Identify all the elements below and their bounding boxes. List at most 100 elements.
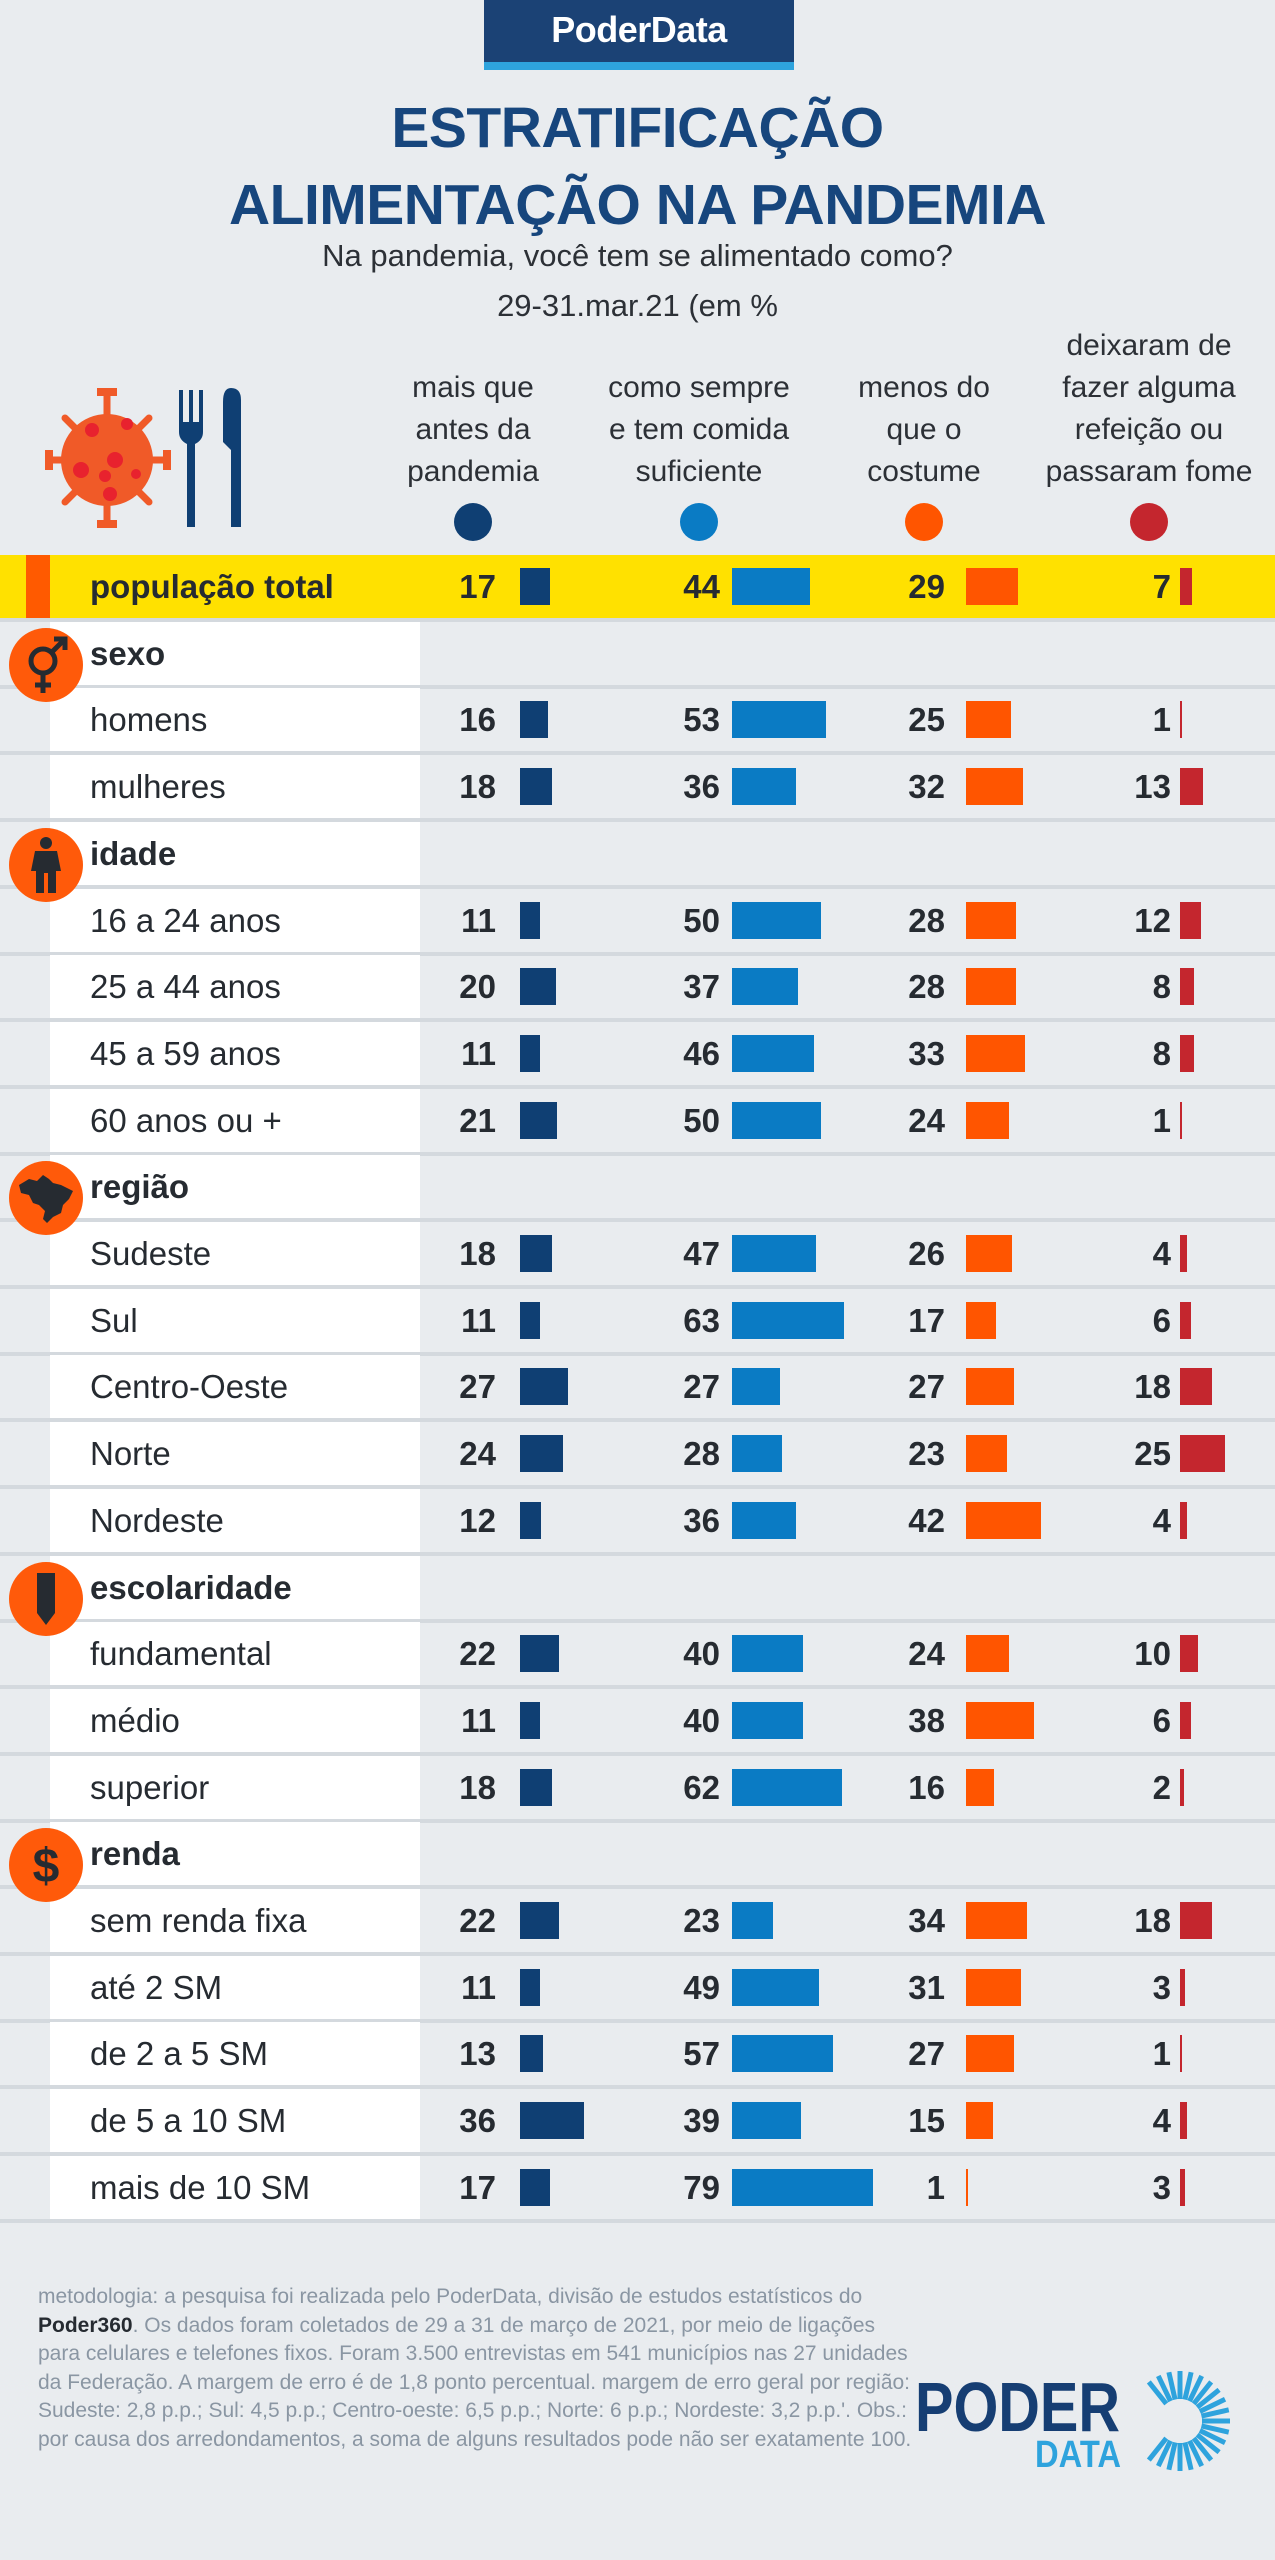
logo-ray [1191, 2436, 1214, 2462]
value-fome: 4 [1152, 1235, 1171, 1272]
bar-menos [966, 2168, 968, 2206]
value-fome: 1 [1152, 1101, 1171, 1139]
value-fome: 10 [1134, 1635, 1171, 1673]
bar-fome [1180, 901, 1202, 939]
value-mais: 17 [459, 2168, 496, 2206]
value-fome: 3 [1152, 2168, 1171, 2206]
virus-fork-knife-icon [45, 388, 241, 528]
section-row: região [0, 1155, 1275, 1236]
label-cell [50, 1088, 420, 1152]
date: 29-31.mar.21 (em % [497, 288, 778, 323]
bar-mais [520, 2035, 544, 2073]
table-row: mais de 10 SM 17 79 1 3 [0, 2155, 1275, 2223]
column-header-sempre: como sempre e tem comida suficiente [584, 367, 814, 493]
bar-sempre [732, 701, 827, 739]
value-mais: 36 [459, 2102, 496, 2140]
logo-ray [1195, 2432, 1221, 2455]
subtitle: Na pandemia, você tem se alimentado como… [322, 238, 953, 273]
label-cell [50, 1488, 420, 1552]
row-label: renda [90, 1835, 180, 1873]
bar-sempre [732, 568, 811, 605]
value-mais: 17 [459, 568, 496, 605]
logo-ray [1166, 2371, 1178, 2401]
column-header-line: antes da [415, 413, 531, 446]
bar-sempre [732, 1435, 782, 1473]
bar-fome [1180, 1435, 1225, 1473]
legend-dot-mais [454, 503, 492, 541]
value-menos: 16 [908, 1768, 945, 1806]
value-menos: 33 [908, 1034, 945, 1072]
logo-ray [1146, 2436, 1169, 2462]
svg-text:DATA: DATA [1035, 2434, 1121, 2475]
bar-mais [520, 768, 553, 806]
value-sempre: 37 [683, 968, 720, 1006]
label-cell [50, 688, 420, 752]
value-sempre: 28 [683, 1435, 720, 1473]
bar-menos [966, 1034, 1025, 1072]
bar-sempre [732, 1101, 821, 1139]
row-label: superior [90, 1768, 210, 1806]
bar-sempre [732, 2102, 802, 2140]
label-cell [50, 1555, 420, 1619]
bar-fome [1180, 1301, 1191, 1339]
table-row: homens 16 53 25 1 [0, 688, 1275, 756]
value-menos: 28 [908, 968, 945, 1006]
label-cell [50, 1622, 420, 1686]
value-menos: 15 [908, 2102, 945, 2140]
title-line-2: ALIMENTAÇÃO NA PANDEMIA [228, 173, 1047, 237]
row-label: 45 a 59 anos [90, 1034, 281, 1072]
logo-ray [1198, 2397, 1227, 2414]
value-menos: 17 [908, 1301, 945, 1339]
value-menos: 24 [908, 1635, 945, 1673]
bar-fome [1180, 1902, 1213, 1939]
value-mais: 18 [459, 1768, 496, 1806]
label-cell [50, 1155, 420, 1219]
label-cell [50, 1822, 420, 1886]
bar-sempre [732, 1501, 797, 1539]
table-row: até 2 SM 11 49 31 3 [0, 1955, 1275, 2023]
logo-ray [1198, 2428, 1227, 2445]
table-row: fundamental 22 40 24 10 [0, 1622, 1275, 1690]
value-fome: 1 [1152, 2035, 1171, 2073]
value-fome: 8 [1152, 1034, 1171, 1072]
label-cell [50, 621, 420, 685]
value-menos: 32 [908, 768, 945, 806]
value-menos: 1 [926, 2168, 945, 2206]
bar-fome [1180, 1101, 1182, 1139]
svg-text:PODER: PODER [915, 2368, 1120, 2446]
logo-ray [1156, 2374, 1173, 2403]
value-sempre: 40 [683, 1635, 720, 1673]
table-row: Sul 11 63 17 6 [0, 1288, 1275, 1356]
row-label: Norte [90, 1435, 171, 1473]
row-label: sem renda fixa [90, 1902, 307, 1939]
table-row: de 5 a 10 SM 36 39 15 4 [0, 2089, 1275, 2157]
value-mais: 20 [459, 968, 496, 1006]
value-sempre: 39 [683, 2102, 720, 2140]
column-header-fome: deixaram de fazer alguma refeição ou passar… [1034, 325, 1264, 493]
logo-ray [1191, 2380, 1214, 2406]
row-label: homens [90, 701, 208, 739]
column-header-line: suficiente [635, 455, 763, 488]
column-header-line: pandemia [407, 455, 539, 488]
value-mais: 11 [461, 1968, 496, 2006]
bar-fome [1180, 1501, 1188, 1539]
bar-menos [966, 1235, 1013, 1272]
value-fome: 3 [1152, 1968, 1171, 2006]
row-label: Centro-Oeste [90, 1368, 289, 1406]
bar-fome [1180, 768, 1204, 806]
value-mais: 27 [459, 1368, 496, 1406]
bar-mais [520, 2102, 585, 2140]
label-cell [50, 1288, 420, 1352]
column-header-menos: menos do que o costume [809, 367, 1039, 493]
value-mais: 22 [459, 1635, 496, 1673]
label-cell [50, 1889, 420, 1952]
value-menos: 28 [908, 901, 945, 939]
bar-sempre [732, 968, 798, 1006]
poderdata-logo: PODER DATA [915, 2368, 1230, 2475]
table-row: médio 11 40 38 6 [0, 1688, 1275, 1756]
label-cell [50, 1755, 420, 1819]
bar-mais [520, 1968, 540, 2006]
row-label: médio [90, 1701, 180, 1739]
bar-menos [966, 1368, 1015, 1406]
value-sempre: 23 [683, 1902, 720, 1939]
